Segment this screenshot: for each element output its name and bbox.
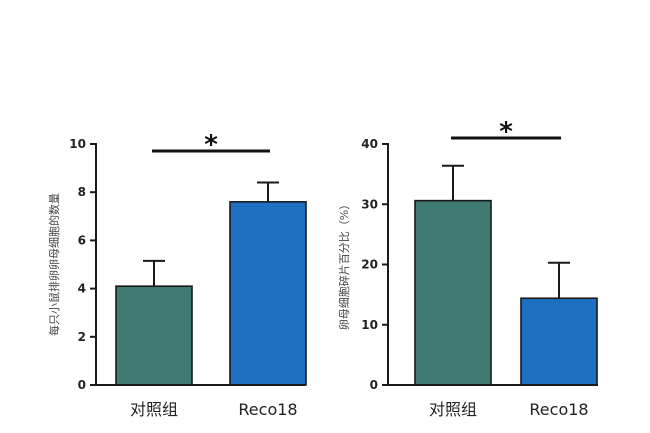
y-tick-label: 0 <box>78 378 86 392</box>
y-tick-label: 2 <box>78 330 86 344</box>
x-category-label: 对照组 <box>130 400 178 419</box>
y-tick-label: 6 <box>78 233 86 247</box>
y-tick-label: 10 <box>361 318 378 332</box>
y-axis-label: 卵母细胞碎片百分比（%） <box>337 199 351 330</box>
chart-oocyte-count: 0 2 4 6 8 10 对照组 Reco18 每只小鼠排卵卵母细胞的数量 * <box>47 130 307 419</box>
y-axis-label: 每只小鼠排卵卵母细胞的数量 <box>47 193 61 336</box>
x-category-label: Reco18 <box>529 400 588 419</box>
bar-reco18 <box>229 201 307 386</box>
y-tick-label: 40 <box>361 137 378 151</box>
x-category-label: Reco18 <box>238 400 297 419</box>
bar-control <box>414 199 492 386</box>
y-tick-label: 20 <box>361 258 378 272</box>
significance-star: * <box>499 117 513 147</box>
bar-reco18 <box>520 297 598 386</box>
y-tick-label: 10 <box>69 137 86 151</box>
y-tick-label: 30 <box>361 197 378 211</box>
y-tick-label: 0 <box>370 378 378 392</box>
x-category-label: 对照组 <box>429 400 477 419</box>
bar-control <box>115 285 193 386</box>
significance-star: * <box>204 130 218 160</box>
y-tick-label: 8 <box>78 185 86 199</box>
y-tick-label: 4 <box>78 282 86 296</box>
chart-fragmentation-percent: 0 10 20 30 40 对照组 Reco18 卵母细胞碎片百分比（%） * <box>337 117 598 419</box>
